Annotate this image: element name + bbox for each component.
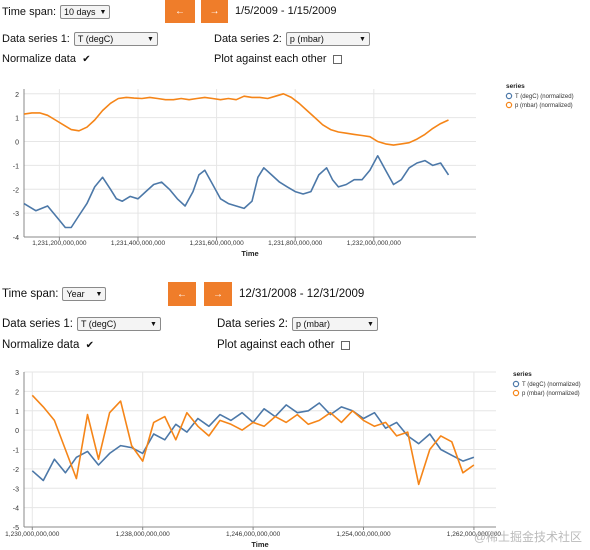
- x-axis-title: Time: [241, 249, 258, 258]
- timespan-select-value: 10 days: [64, 7, 96, 17]
- against-checkbox[interactable]: [340, 340, 350, 350]
- series-line-t-degc: [23, 155, 450, 229]
- y-tick-label: 1: [15, 409, 19, 416]
- normalize-label: Normalize data: [2, 53, 76, 65]
- normalize-row: Normalize data ✔: [2, 339, 94, 351]
- timespan-select[interactable]: 10 days ▼: [60, 5, 111, 19]
- x-tick-label: 1,231,200,000,000: [32, 240, 87, 247]
- y-tick-label: -4: [13, 235, 19, 242]
- chart-year: -5 -4 -3 -2 -1 0 1 2 3 1,230,000,000,000 1,238,000…: [5, 370, 581, 549]
- timespan-label: Time span:: [2, 6, 57, 18]
- series1-select[interactable]: T (degC) ▼: [76, 317, 161, 331]
- y-tick-label: 1: [15, 116, 19, 123]
- normalize-checkbox[interactable]: ✔: [85, 339, 95, 351]
- chevron-down-icon: ▼: [99, 8, 107, 16]
- date-range: 12/31/2008 - 12/31/2009: [239, 288, 365, 300]
- date-range: 1/5/2009 - 1/15/2009: [235, 5, 337, 17]
- series1-label: Data series 1:: [2, 33, 70, 45]
- normalize-row: Normalize data ✔: [2, 53, 91, 65]
- prev-button[interactable]: ←: [168, 282, 196, 306]
- watermark: @稀土掘金技术社区: [473, 530, 582, 544]
- series2-row: Data series 2: p (mbar) ▼: [214, 32, 370, 46]
- series1-select-value: T (degC): [77, 34, 114, 44]
- against-checkbox[interactable]: [332, 54, 342, 64]
- y-tick-label: -1: [13, 163, 19, 170]
- prev-button[interactable]: ←: [165, 0, 195, 23]
- y-tick-label: 2: [15, 389, 19, 396]
- y-tick-label: -5: [13, 525, 19, 532]
- chevron-down-icon: ▼: [367, 320, 374, 328]
- against-label: Plot against each other: [214, 53, 327, 65]
- ten-day-panel: Time span: 10 days ▼ ← → 1/5/2009 - 1/15…: [0, 0, 590, 268]
- series1-select-value: T (degC): [80, 319, 117, 329]
- series2-select[interactable]: p (mbar) ▼: [291, 317, 378, 331]
- x-axis-title: Time: [251, 540, 268, 549]
- x-tick-label: 1,262,000,000,000: [447, 531, 502, 538]
- normalize-label: Normalize data: [2, 339, 80, 351]
- y-tick-label: -2: [13, 467, 19, 474]
- y-tick-label: -4: [13, 506, 19, 513]
- date-range-row: 1/5/2009 - 1/15/2009: [235, 5, 337, 17]
- legend-title: series: [506, 83, 525, 90]
- legend-entry: p (mbar) (normalized): [515, 103, 573, 109]
- x-tick-label: 1,231,600,000,000: [189, 240, 244, 247]
- legend-symbol: [512, 389, 520, 397]
- y-tick-label: -1: [13, 448, 19, 455]
- x-tick-label: 1,230,000,000,000: [5, 531, 60, 538]
- series2-label: Data series 2:: [217, 318, 288, 330]
- timespan-label: Time span:: [2, 288, 59, 300]
- legend-entry: p (mbar) (normalized): [522, 391, 580, 397]
- series2-row: Data series 2: p (mbar) ▼: [217, 317, 378, 331]
- chevron-down-icon: ▼: [150, 320, 157, 328]
- x-tick-label: 1,238,000,000,000: [116, 531, 171, 538]
- x-tick-label: 1,231,800,000,000: [268, 240, 323, 247]
- timespan-select-value: Year: [66, 289, 85, 299]
- y-tick-label: 3: [15, 370, 19, 377]
- x-tick-label: 1,254,000,000,000: [336, 531, 391, 538]
- y-tick-label: 0: [15, 140, 19, 147]
- legend-symbol: [512, 380, 520, 388]
- timespan-row: Time span: 10 days ▼: [2, 5, 111, 19]
- series2-select-value: p (mbar): [295, 319, 330, 329]
- against-row: Plot against each other: [217, 339, 350, 351]
- series-line-p-mbar: [31, 394, 475, 486]
- chevron-down-icon: ▼: [95, 290, 103, 298]
- chevron-down-icon: ▼: [146, 35, 154, 43]
- against-row: Plot against each other: [214, 53, 342, 65]
- series2-select-value: p (mbar): [289, 34, 324, 44]
- timespan-select[interactable]: Year ▼: [62, 287, 107, 301]
- chevron-down-icon: ▼: [358, 35, 366, 43]
- x-tick-label: 1,231,400,000,000: [111, 240, 166, 247]
- series-line-p-mbar: [23, 92, 449, 146]
- x-tick-label: 1,246,000,000,000: [226, 531, 281, 538]
- series1-select[interactable]: T (degC) ▼: [73, 32, 158, 46]
- series2-label: Data series 2:: [214, 33, 282, 45]
- next-button[interactable]: →: [204, 282, 232, 306]
- series1-label: Data series 1:: [2, 318, 73, 330]
- legend-entry: T (degC) (normalized): [515, 94, 574, 100]
- next-button[interactable]: →: [201, 0, 228, 23]
- y-tick-label: -3: [13, 211, 19, 218]
- series1-row: Data series 1: T (degC) ▼: [2, 317, 161, 331]
- y-tick-label: -2: [13, 187, 19, 194]
- chart-ten-day: -4 -3 -2 -1 0 1 2 1,231,200,000,000 1,231,400,00…: [13, 83, 574, 258]
- series2-select[interactable]: p (mbar) ▼: [285, 32, 370, 46]
- legend-title: series: [513, 371, 532, 378]
- legend-symbol: [505, 92, 513, 100]
- legend-entry: T (degC) (normalized): [522, 382, 581, 388]
- y-tick-label: 0: [15, 428, 19, 435]
- against-label: Plot against each other: [217, 339, 335, 351]
- y-tick-label: -3: [13, 486, 19, 493]
- legend-symbol: [505, 101, 513, 109]
- year-panel: Time span: Year ▼ ← → 12/31/2008 - 12/31…: [0, 280, 590, 549]
- x-tick-label: 1,232,000,000,000: [347, 240, 402, 247]
- series1-row: Data series 1: T (degC) ▼: [2, 32, 158, 46]
- date-range-row: 12/31/2008 - 12/31/2009: [239, 288, 364, 300]
- y-tick-label: 2: [15, 92, 19, 99]
- normalize-checkbox[interactable]: ✔: [82, 53, 91, 65]
- timespan-row: Time span: Year ▼: [2, 287, 107, 301]
